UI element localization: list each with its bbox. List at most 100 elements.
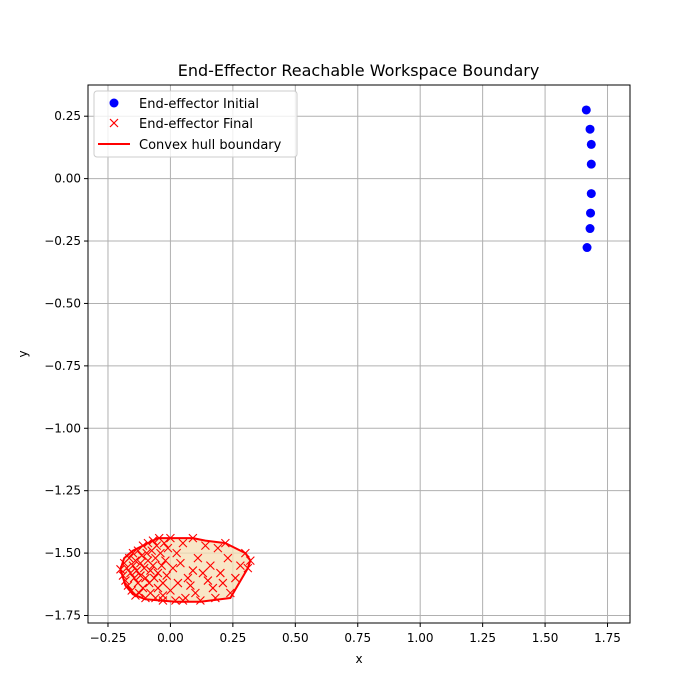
- final-point: [193, 553, 203, 563]
- y-tick-label: −1.50: [44, 546, 81, 560]
- chart-title: End-Effector Reachable Workspace Boundar…: [178, 61, 540, 80]
- final-point: [178, 538, 188, 548]
- initial-point: [586, 208, 596, 218]
- final-point: [143, 538, 153, 548]
- final-point: [230, 573, 240, 583]
- initial-point: [582, 243, 592, 253]
- final-point: [157, 561, 167, 570]
- final-point: [163, 543, 173, 553]
- final-points: [116, 533, 255, 605]
- final-point: [123, 581, 133, 590]
- final-point: [159, 538, 169, 548]
- y-tick-label: 0.25: [54, 109, 81, 123]
- final-point: [121, 576, 130, 585]
- final-point: [196, 596, 205, 605]
- final-point: [208, 583, 218, 593]
- final-point: [213, 543, 223, 553]
- final-point: [215, 568, 225, 578]
- final-point: [210, 593, 220, 603]
- final-point: [172, 548, 182, 558]
- final-point: [171, 596, 180, 605]
- x-tick-label: 1.50: [532, 631, 559, 645]
- final-point: [225, 588, 235, 598]
- final-point: [138, 583, 148, 593]
- y-tick-label: 0.00: [54, 172, 81, 186]
- final-point: [162, 571, 172, 580]
- y-tick-label: −0.75: [44, 359, 81, 373]
- final-point: [166, 533, 175, 543]
- y-tick-label: −1.25: [44, 484, 81, 498]
- final-point: [168, 563, 178, 573]
- final-point: [141, 573, 150, 583]
- x-tick-label: 0.00: [157, 631, 184, 645]
- initial-point: [585, 224, 595, 234]
- final-point: [139, 563, 149, 573]
- x-tick-label: 1.25: [469, 631, 496, 645]
- final-point: [201, 541, 210, 550]
- final-point: [118, 571, 128, 580]
- legend-hull-label: Convex hull boundary: [139, 138, 282, 153]
- final-point: [142, 548, 152, 558]
- final-point: [203, 576, 213, 585]
- hull-line: [119, 537, 252, 603]
- x-tick-label: −0.25: [90, 631, 127, 645]
- initial-point: [581, 105, 591, 115]
- x-tick-label: 1.75: [594, 631, 621, 645]
- final-point: [148, 536, 158, 546]
- final-point: [149, 573, 159, 583]
- x-tick-label: 1.00: [407, 631, 434, 645]
- initial-points: [581, 105, 596, 253]
- final-point: [156, 548, 165, 558]
- final-point: [176, 558, 185, 568]
- final-point: [126, 568, 135, 578]
- legend-initial-marker: [109, 98, 119, 108]
- y-axis-label: y: [16, 350, 30, 357]
- final-point: [245, 556, 255, 565]
- x-ticks: −0.25 0.00 0.25 0.50 0.75 1.00 1.25 1.50 1.75: [90, 623, 621, 645]
- x-axis-label: x: [355, 652, 362, 666]
- x-tick-label: 0.25: [220, 631, 247, 645]
- legend-final-marker: [109, 118, 119, 128]
- final-point: [146, 566, 155, 575]
- legend-initial-label: End-effector Initial: [139, 97, 259, 112]
- final-point: [128, 548, 138, 558]
- final-point: [220, 538, 230, 548]
- final-point: [173, 578, 183, 588]
- legend-final-label: End-effector Final: [139, 117, 253, 132]
- legend-box: [93, 90, 298, 158]
- y-tick-label: −0.50: [44, 296, 81, 310]
- hull-fill: [120, 538, 251, 602]
- final-point: [166, 586, 175, 595]
- final-point: [191, 588, 200, 598]
- convex-hull: [119, 537, 252, 603]
- final-point: [136, 558, 145, 568]
- initial-point: [586, 189, 596, 199]
- legend: End-effector Initial End-effector Final …: [93, 90, 298, 158]
- final-point: [235, 561, 245, 570]
- final-point: [218, 578, 228, 588]
- final-point: [152, 541, 162, 550]
- final-point: [138, 541, 148, 550]
- final-point: [161, 556, 170, 565]
- final-point: [153, 568, 163, 578]
- final-point: [158, 578, 168, 588]
- final-point: [136, 571, 145, 580]
- final-point: [127, 586, 137, 595]
- initial-point: [586, 139, 596, 149]
- x-tick-label: 0.75: [344, 631, 371, 645]
- final-point: [128, 561, 138, 570]
- final-point: [178, 596, 188, 605]
- final-point: [131, 556, 140, 565]
- y-tick-label: −1.75: [44, 609, 81, 623]
- y-tick-label: −1.00: [44, 421, 81, 435]
- final-point: [198, 568, 208, 578]
- grid: [88, 85, 630, 623]
- final-point: [134, 588, 144, 598]
- final-point: [124, 553, 134, 563]
- final-point: [240, 548, 250, 558]
- x-tick-label: 0.50: [282, 631, 309, 645]
- final-point: [131, 591, 140, 600]
- initial-point: [586, 159, 596, 169]
- final-point: [129, 573, 139, 583]
